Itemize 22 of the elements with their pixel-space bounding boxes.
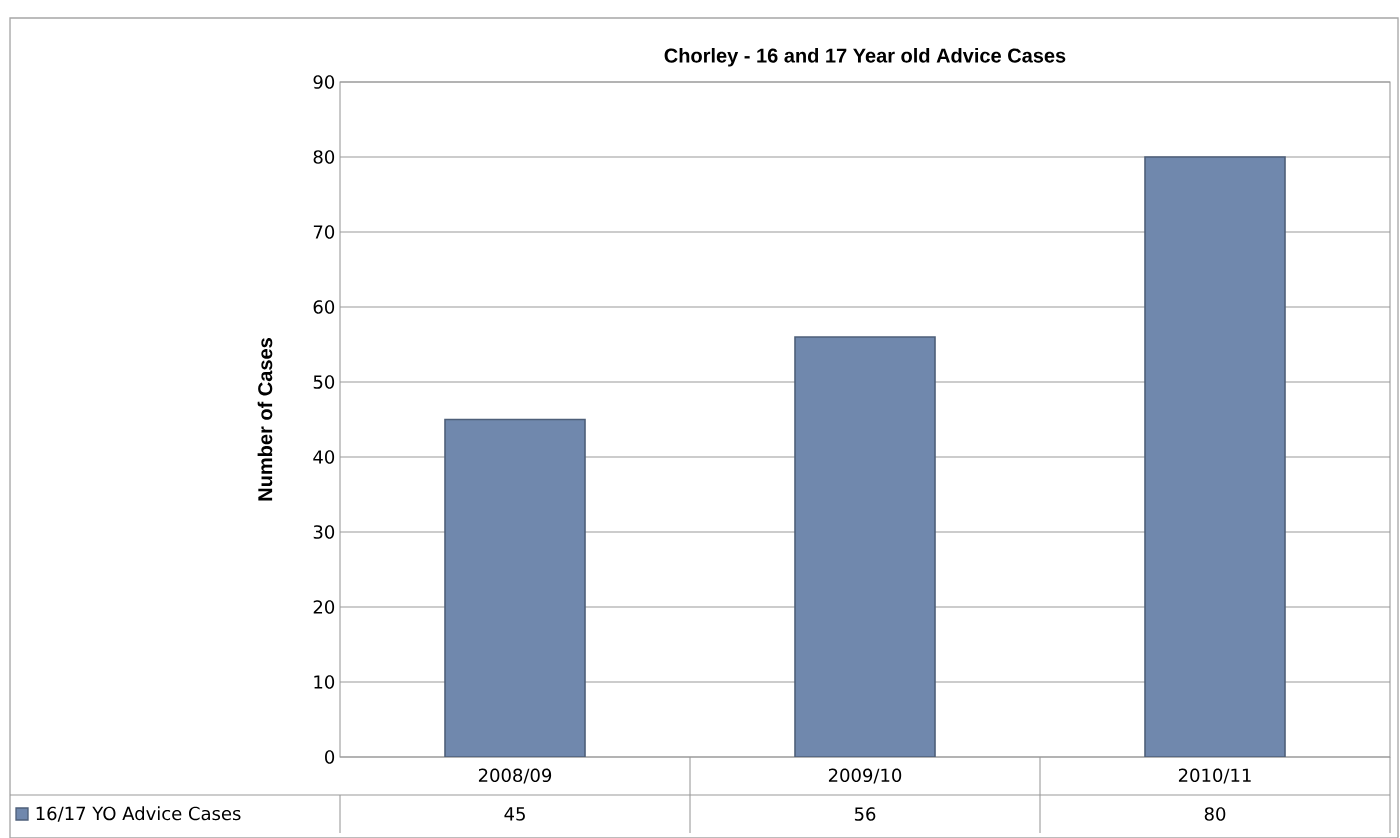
y-tick-label: 60: [313, 300, 335, 314]
data-label: 56: [854, 807, 876, 821]
bar: [444, 418, 586, 757]
y-axis-title: Number of Cases: [257, 338, 273, 501]
x-tick-label: 2009/10: [828, 768, 902, 784]
y-tick-label: 20: [313, 600, 335, 614]
bar: [794, 336, 936, 757]
y-tick-label: 40: [313, 450, 335, 464]
y-tick-label: 10: [314, 675, 335, 689]
data-label: 45: [504, 807, 525, 821]
x-tick-label: 2008/09: [478, 768, 552, 784]
y-tick-label: 80: [313, 150, 335, 164]
chart-title: Chorley - 16 and 17 Year old Advice Cases: [664, 47, 1066, 67]
legend-label: 16/17 YO Advice Cases: [36, 806, 241, 822]
y-tick-label: 50: [313, 375, 335, 389]
data-label: 80: [1204, 807, 1226, 821]
y-tick-label: 0: [325, 750, 335, 764]
bar: [1144, 156, 1286, 757]
y-tick-label: 90: [313, 75, 335, 89]
x-tick-label: 2010/11: [1178, 768, 1251, 784]
y-tick-label: 30: [313, 525, 335, 539]
y-tick-label: 70: [313, 225, 335, 239]
